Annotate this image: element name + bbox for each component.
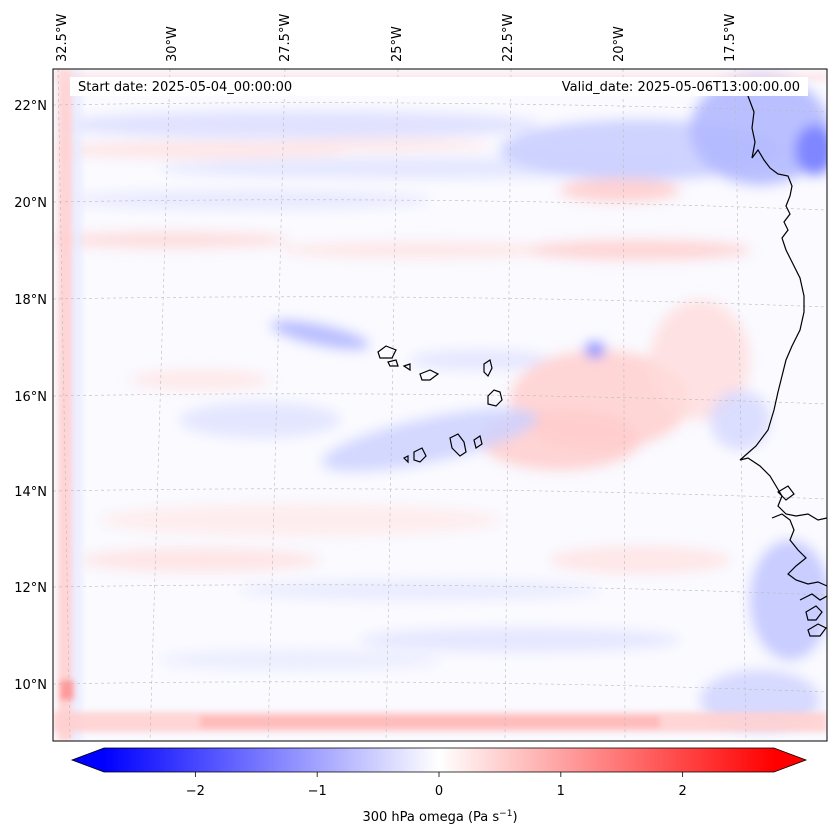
lat-label-10n: 10°N [14, 678, 47, 693]
date-header-band [70, 77, 808, 96]
colorbar-tick-label: 1 [557, 784, 565, 799]
map-gridlines [53, 69, 827, 741]
colorbar-title: 300 hPa omega (Pa s−1) [362, 809, 517, 825]
lon-label-30w: 30°W [165, 26, 180, 62]
latitude-tick-labels: 22°N 20°N 18°N 16°N 14°N 12°N 10°N [14, 99, 47, 693]
lat-label-16n: 16°N [14, 390, 47, 405]
colorbar-gradient [104, 748, 774, 772]
lon-label-25w: 25°W [390, 26, 405, 62]
lon-label-22-5w: 22.5°W [501, 14, 516, 62]
map-panel [52, 68, 828, 742]
lon-label-17-5w: 17.5°W [723, 14, 738, 62]
map-frame [52, 68, 828, 742]
coastline [377, 85, 827, 637]
colorbar-tick-label: 0 [435, 784, 443, 799]
lat-label-20n: 20°N [14, 196, 47, 211]
colorbar-extend-high [774, 748, 806, 772]
lon-label-32-5w: 32.5°W [55, 14, 70, 62]
colorbar-ticks: −2 −1 0 1 2 [186, 772, 687, 799]
start-date-label: Start date: 2025-05-04_00:00:00 [78, 80, 292, 95]
colorbar-title-end: ) [512, 810, 517, 825]
lat-label-12n: 12°N [14, 581, 47, 596]
lat-label-18n: 18°N [14, 293, 47, 308]
lon-label-27-5w: 27.5°W [278, 14, 293, 62]
colorbar-title-exponent: −1 [499, 809, 512, 819]
omega-field [53, 69, 827, 741]
longitude-tick-labels: 32.5°W 30°W 27.5°W 25°W 22.5°W 20°W 17.5… [55, 14, 738, 62]
colorbar: −2 −1 0 1 2 300 hPa omega (Pa s−1) [70, 747, 808, 825]
lat-label-22n: 22°N [14, 99, 47, 114]
colorbar-tick-label: −1 [308, 784, 327, 799]
colorbar-outline [70, 747, 808, 773]
colorbar-tick-label: 2 [678, 784, 686, 799]
lat-label-14n: 14°N [14, 485, 47, 500]
colorbar-extend-low [72, 748, 104, 772]
valid-date-label: Valid_date: 2025-05-06T13:00:00.00 [562, 80, 800, 95]
colorbar-title-main: 300 hPa omega (Pa s [362, 810, 499, 825]
lon-label-20w: 20°W [612, 26, 627, 62]
omega-field-smooth [53, 75, 827, 730]
colorbar-tick-label: −2 [186, 784, 205, 799]
